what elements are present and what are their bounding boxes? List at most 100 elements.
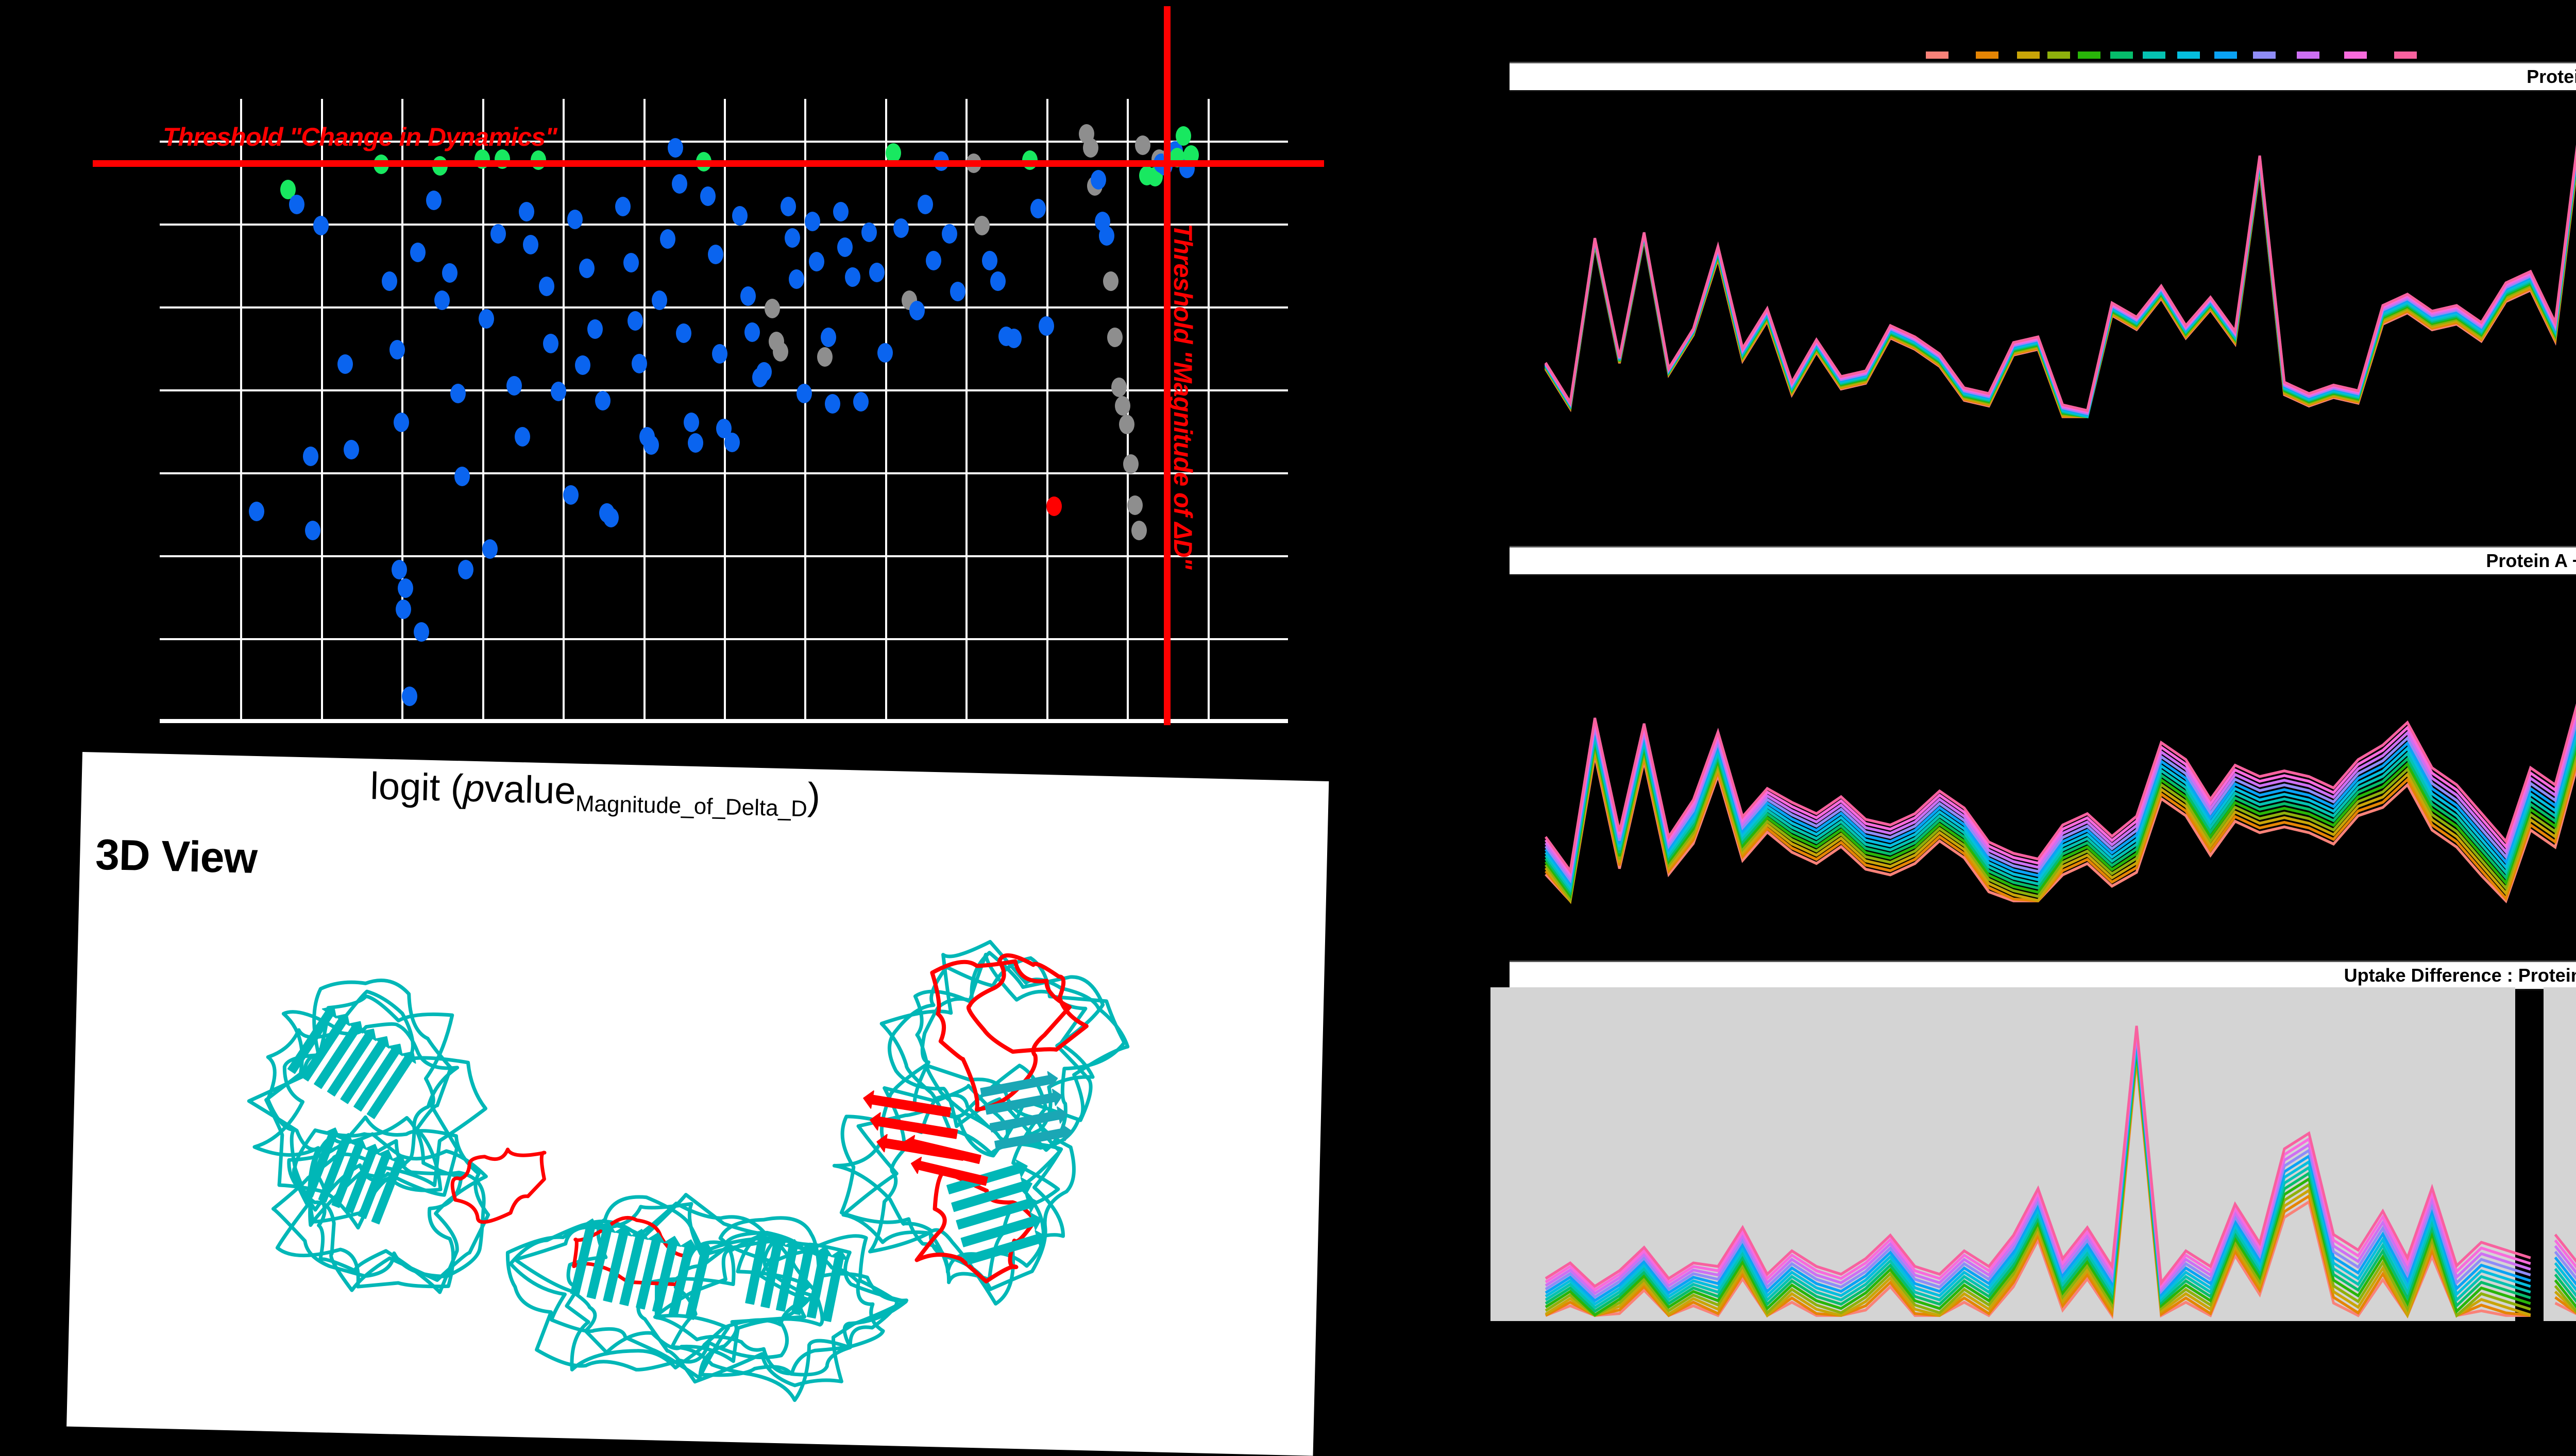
uptake-series-line[interactable]	[1544, 130, 2576, 417]
scatter-point-blue[interactable]	[708, 245, 724, 264]
uptake-series-line[interactable]	[1545, 1034, 2576, 1299]
scatter-point-blue[interactable]	[442, 263, 458, 283]
chart-canvas-protein-a[interactable]	[1484, 89, 2576, 422]
scatter-point-blue[interactable]	[337, 354, 353, 374]
scatter-point-blue[interactable]	[808, 251, 824, 271]
scatter-point-grey[interactable]	[764, 298, 780, 318]
legend-swatch[interactable]	[2016, 52, 2040, 59]
uptake-series-line[interactable]	[1544, 140, 2576, 419]
scatter-point-blue[interactable]	[410, 242, 426, 262]
scatter-point-blue[interactable]	[659, 229, 675, 249]
scatter-point-blue[interactable]	[623, 253, 639, 273]
scatter-point-blue[interactable]	[551, 381, 567, 401]
scatter-point-grey[interactable]	[1127, 495, 1143, 516]
legend-swatch[interactable]	[2077, 52, 2100, 59]
scatter-point-grey[interactable]	[974, 215, 990, 235]
uptake-series-line[interactable]	[1544, 135, 2576, 419]
uptake-series-line[interactable]	[1545, 751, 2576, 904]
uptake-series-line[interactable]	[1544, 129, 2576, 416]
scatter-point-blue[interactable]	[821, 328, 837, 348]
legend-swatch[interactable]	[2177, 52, 2200, 59]
uptake-series-line[interactable]	[1544, 126, 2576, 414]
scatter-point-blue[interactable]	[651, 290, 667, 310]
uptake-series-line[interactable]	[1545, 730, 2576, 896]
scatter-point-blue[interactable]	[563, 485, 579, 505]
scatter-point-blue[interactable]	[861, 222, 877, 243]
scatter-point-grey[interactable]	[1082, 138, 1098, 158]
scatter-point-blue[interactable]	[796, 383, 812, 403]
scatter-point-blue[interactable]	[381, 271, 397, 292]
scatter-point-grey[interactable]	[817, 347, 833, 367]
scatter-point-blue[interactable]	[396, 599, 412, 619]
uptake-series-line[interactable]	[1545, 1059, 2576, 1320]
panel-protein-a-ligand[interactable]: Protein A + Ligand	[1484, 546, 2576, 906]
panel-uptake-difference[interactable]: Uptake Difference : Protein A - (Protein…	[1484, 961, 2576, 1321]
scatter-point-grey[interactable]	[1103, 271, 1118, 292]
uptake-series-line[interactable]	[1544, 133, 2576, 419]
uptake-series-line[interactable]	[1545, 735, 2576, 899]
scatter-point-blue[interactable]	[398, 578, 414, 598]
panel-protein-a[interactable]: Protein A	[1484, 62, 2576, 422]
legend-swatch[interactable]	[2344, 52, 2367, 59]
legend-swatch[interactable]	[2296, 52, 2319, 59]
uptake-series-line[interactable]	[1545, 705, 2576, 881]
scatter-point-blue[interactable]	[538, 277, 554, 296]
scatter-point-blue[interactable]	[567, 209, 583, 229]
uptake-series-line[interactable]	[1544, 132, 2576, 418]
scatter-point-blue[interactable]	[587, 319, 603, 339]
scatter-point-blue[interactable]	[522, 235, 538, 255]
scatter-point-blue[interactable]	[925, 251, 941, 271]
uptake-series-line[interactable]	[1545, 1048, 2576, 1317]
scatter-point-blue[interactable]	[478, 309, 494, 329]
legend-swatch[interactable]	[2214, 52, 2237, 59]
scatter-point-grey[interactable]	[772, 342, 788, 362]
scatter-point-blue[interactable]	[671, 174, 687, 194]
uptake-series-line[interactable]	[1545, 699, 2576, 878]
uptake-series-line[interactable]	[1545, 725, 2576, 893]
legend-swatch[interactable]	[1975, 52, 1998, 59]
scatter-point-blue[interactable]	[845, 267, 861, 287]
scatter-point-blue[interactable]	[392, 560, 408, 580]
scatter-point-blue[interactable]	[627, 311, 643, 331]
volcano-plot-area[interactable]	[93, 6, 1324, 725]
uptake-series-line[interactable]	[1545, 1028, 2576, 1292]
uptake-series-line[interactable]	[1545, 715, 2576, 887]
uptake-series-line[interactable]	[1545, 1025, 2576, 1288]
scatter-point-red[interactable]	[1046, 496, 1062, 516]
scatter-point-blue[interactable]	[482, 539, 498, 559]
scatter-point-blue[interactable]	[853, 391, 869, 412]
scatter-point-blue[interactable]	[313, 215, 329, 235]
scatter-point-blue[interactable]	[490, 224, 506, 244]
legend-swatch[interactable]	[2047, 52, 2070, 59]
scatter-point-blue[interactable]	[631, 353, 647, 373]
scatter-point-blue[interactable]	[688, 433, 704, 453]
uptake-series-line[interactable]	[1545, 1042, 2576, 1310]
scatter-point-grey[interactable]	[1131, 520, 1147, 540]
scatter-point-blue[interactable]	[575, 355, 591, 375]
legend-swatch[interactable]	[2142, 52, 2165, 59]
uptake-series-line[interactable]	[1545, 746, 2576, 904]
scatter-point-blue[interactable]	[942, 224, 957, 244]
uptake-series-line[interactable]	[1545, 1040, 2576, 1306]
uptake-series-line[interactable]	[1545, 1037, 2576, 1303]
scatter-point-blue[interactable]	[603, 508, 619, 528]
uptake-series-line[interactable]	[1545, 720, 2576, 890]
scatter-point-blue[interactable]	[744, 322, 760, 342]
uptake-series-line[interactable]	[1544, 138, 2576, 419]
threshold-line-vertical[interactable]	[1164, 6, 1171, 725]
scatter-point-blue[interactable]	[514, 427, 530, 447]
scatter-point-blue[interactable]	[389, 340, 405, 360]
scatter-point-blue[interactable]	[450, 383, 466, 403]
scatter-point-blue[interactable]	[518, 202, 534, 222]
scatter-point-blue[interactable]	[805, 211, 821, 231]
scatter-point-blue[interactable]	[909, 300, 925, 320]
scatter-point-blue[interactable]	[837, 237, 853, 258]
scatter-point-blue[interactable]	[543, 334, 558, 354]
uptake-series-line[interactable]	[1545, 755, 2576, 904]
scatter-point-blue[interactable]	[303, 447, 319, 467]
uptake-series-line[interactable]	[1544, 127, 2576, 415]
scatter-point-blue[interactable]	[724, 432, 740, 452]
scatter-point-blue[interactable]	[434, 290, 450, 310]
chart-canvas-protein-a-ligand[interactable]	[1484, 573, 2576, 906]
uptake-series-line[interactable]	[1545, 741, 2576, 902]
